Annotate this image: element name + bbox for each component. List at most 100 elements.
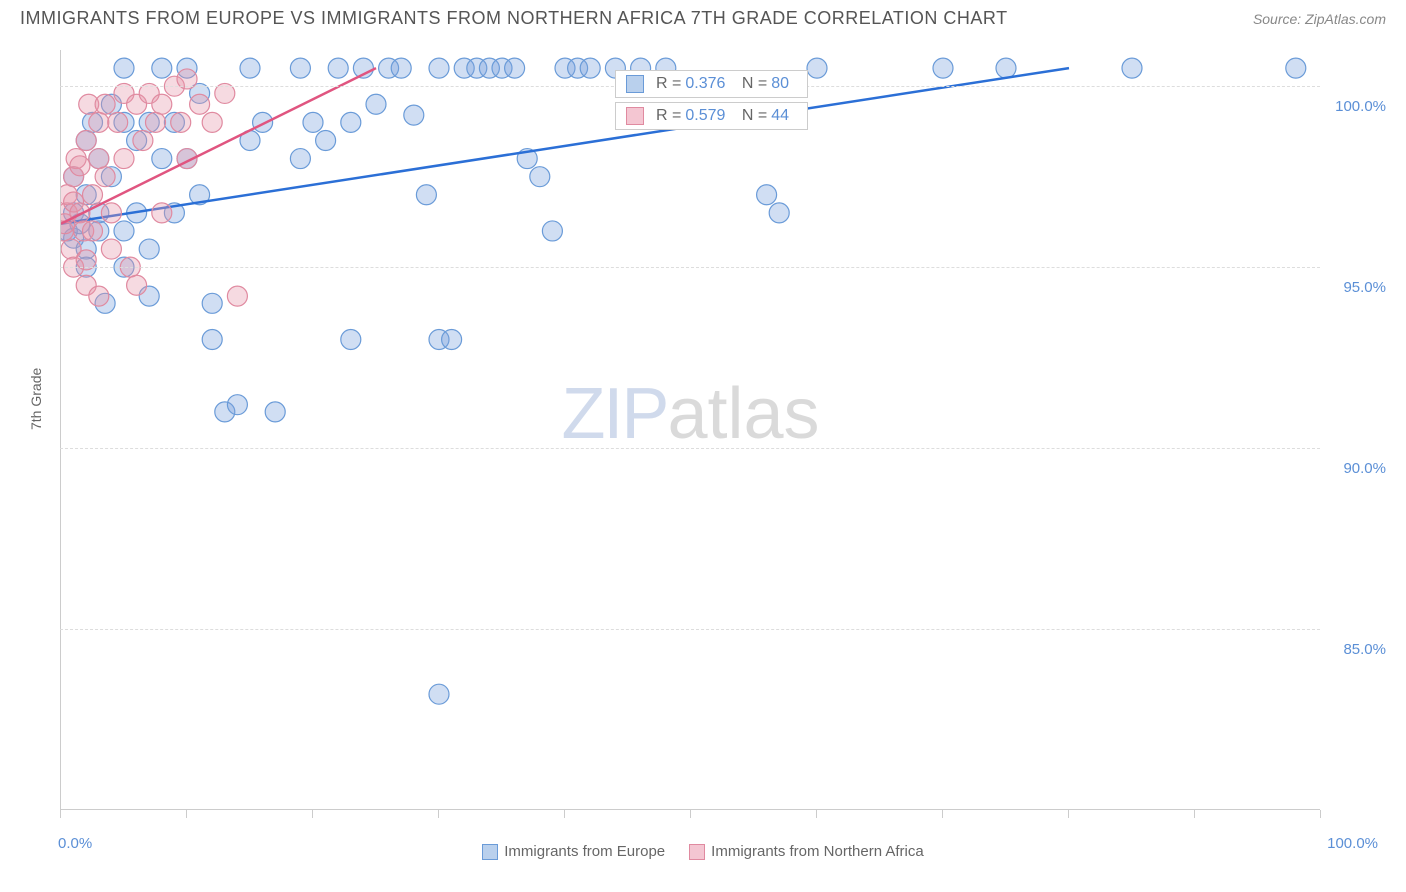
data-point <box>316 130 336 150</box>
stats-r-label: R = <box>656 75 681 93</box>
data-point <box>290 58 310 78</box>
data-point <box>83 221 103 241</box>
data-point <box>202 293 222 313</box>
data-point <box>807 58 827 78</box>
data-point <box>530 167 550 187</box>
data-point <box>202 330 222 350</box>
data-point <box>227 395 247 415</box>
data-point <box>303 112 323 132</box>
legend-label: Immigrants from Europe <box>504 843 665 860</box>
data-point <box>95 167 115 187</box>
data-point <box>391 58 411 78</box>
data-point <box>265 402 285 422</box>
x-tick <box>1194 810 1195 818</box>
gridline <box>60 629 1320 630</box>
data-point <box>171 112 191 132</box>
legend-label: Immigrants from Northern Africa <box>711 843 924 860</box>
data-point <box>76 130 96 150</box>
gridline <box>60 448 1320 449</box>
stats-swatch-icon <box>626 107 644 125</box>
stats-r-value: 0.376 <box>685 75 725 93</box>
data-point <box>933 58 953 78</box>
data-point <box>152 149 172 169</box>
y-tick-label: 100.0% <box>1335 98 1386 115</box>
data-point <box>404 105 424 125</box>
x-tick <box>438 810 439 818</box>
data-point <box>341 112 361 132</box>
data-point <box>442 330 462 350</box>
data-point <box>341 330 361 350</box>
x-tick <box>564 810 565 818</box>
legend-item-nafrica: Immigrants from Northern Africa <box>689 843 924 860</box>
chart-title: IMMIGRANTS FROM EUROPE VS IMMIGRANTS FRO… <box>20 8 1008 29</box>
data-point <box>101 203 121 223</box>
y-axis-label: 7th Grade <box>28 368 44 430</box>
x-tick <box>186 810 187 818</box>
stats-n-label: N = <box>737 107 767 125</box>
stats-box: R = 0.376 N = 80 <box>615 70 808 98</box>
data-point <box>253 112 273 132</box>
x-tick <box>942 810 943 818</box>
x-tick <box>816 810 817 818</box>
data-point <box>290 149 310 169</box>
chart-source: Source: ZipAtlas.com <box>1253 11 1386 27</box>
data-point <box>95 94 115 114</box>
stats-n-label: N = <box>737 75 767 93</box>
data-point <box>328 58 348 78</box>
data-point <box>542 221 562 241</box>
stats-r-value: 0.579 <box>685 107 725 125</box>
data-point <box>152 203 172 223</box>
data-point <box>89 286 109 306</box>
data-point <box>429 58 449 78</box>
data-point <box>152 94 172 114</box>
data-point <box>89 149 109 169</box>
data-point <box>366 94 386 114</box>
data-point <box>70 156 90 176</box>
x-tick <box>312 810 313 818</box>
data-point <box>227 286 247 306</box>
scatter-svg <box>61 50 1321 810</box>
data-point <box>429 684 449 704</box>
data-point <box>190 94 210 114</box>
data-point <box>114 149 134 169</box>
x-tick <box>690 810 691 818</box>
chart-header: IMMIGRANTS FROM EUROPE VS IMMIGRANTS FRO… <box>0 0 1406 29</box>
stats-box: R = 0.579 N = 44 <box>615 102 808 130</box>
data-point <box>240 58 260 78</box>
data-point <box>114 221 134 241</box>
data-point <box>1122 58 1142 78</box>
data-point <box>133 130 153 150</box>
y-tick-label: 95.0% <box>1343 279 1386 296</box>
stats-swatch-icon <box>626 75 644 93</box>
data-point <box>127 275 147 295</box>
data-point <box>139 239 159 259</box>
data-point <box>416 185 436 205</box>
chart-plot-area: ZIPatlas <box>60 50 1320 810</box>
data-point <box>89 112 109 132</box>
x-tick <box>1320 810 1321 818</box>
data-point <box>152 58 172 78</box>
x-tick <box>60 810 61 818</box>
y-tick-label: 90.0% <box>1343 460 1386 477</box>
stats-n-value: 80 <box>771 75 789 93</box>
y-tick-label: 85.0% <box>1343 641 1386 658</box>
data-point <box>70 203 90 223</box>
data-point <box>83 185 103 205</box>
data-point <box>114 58 134 78</box>
data-point <box>1286 58 1306 78</box>
data-point <box>202 112 222 132</box>
data-point <box>146 112 166 132</box>
data-point <box>769 203 789 223</box>
legend-swatch-icon <box>689 844 705 860</box>
data-point <box>101 239 121 259</box>
data-point <box>505 58 525 78</box>
stats-n-value: 44 <box>771 107 789 125</box>
data-point <box>996 58 1016 78</box>
x-tick <box>1068 810 1069 818</box>
legend-item-europe: Immigrants from Europe <box>482 843 665 860</box>
legend-bottom: Immigrants from Europe Immigrants from N… <box>0 843 1406 860</box>
legend-swatch-icon <box>482 844 498 860</box>
data-point <box>757 185 777 205</box>
stats-r-label: R = <box>656 107 681 125</box>
data-point <box>580 58 600 78</box>
